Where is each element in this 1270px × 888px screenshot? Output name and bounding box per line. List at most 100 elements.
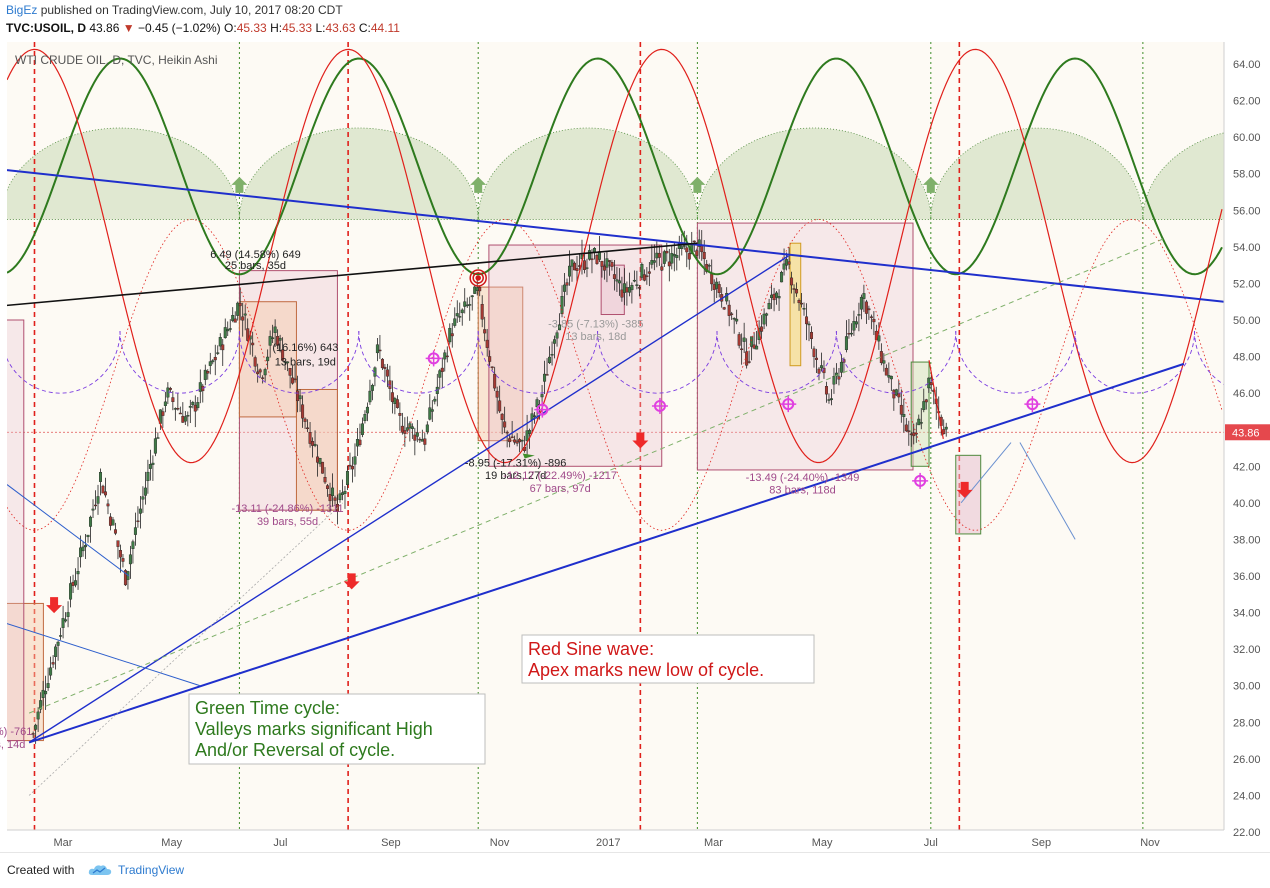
measure-box: [789, 242, 802, 367]
candle-up: [615, 279, 619, 282]
x-tick-label: Sep: [1032, 837, 1052, 849]
candle-down: [480, 303, 484, 320]
candle-up: [894, 389, 898, 396]
candle-down: [418, 438, 422, 441]
symbol-name: TVC:USOIL, D: [6, 21, 86, 35]
candle-down: [702, 251, 706, 260]
ohlc-h-key: H:: [270, 21, 283, 35]
candle-down: [488, 356, 492, 362]
candle-down: [510, 436, 514, 439]
y-tick-label: 32.00: [1233, 644, 1261, 656]
candle-up: [470, 295, 474, 298]
grey-dotted-line: [28, 502, 344, 796]
ohlc-l-val: 43.63: [325, 21, 356, 35]
candle-down: [837, 376, 841, 380]
candle-up: [560, 296, 564, 315]
candle-up: [163, 401, 167, 406]
candle-down: [792, 288, 796, 290]
note-text: Red Sine wave:: [528, 639, 654, 659]
candle-up: [343, 490, 347, 494]
candle-down: [221, 344, 225, 351]
chart-title: WTI CRUDE OIL, D, TVC, Heikin Ashi: [15, 53, 217, 67]
author-link[interactable]: BigEz: [6, 3, 38, 17]
y-tick-label: 56.00: [1233, 205, 1261, 217]
candle-down: [251, 342, 255, 346]
candle-down: [316, 456, 320, 463]
price-chart[interactable]: WTI CRUDE OIL, D, TVC, Heikin Ashi 6.49 …: [0, 42, 1270, 852]
candle-up: [475, 287, 479, 291]
candle-up: [223, 327, 227, 339]
x-tick-label: 2017: [596, 837, 620, 849]
candle-up: [375, 344, 379, 354]
candle-up: [148, 464, 152, 469]
candle-up: [917, 418, 921, 426]
candle-down: [483, 329, 487, 334]
candle-up: [882, 360, 886, 364]
candle-up: [353, 456, 357, 465]
tradingview-link[interactable]: TradingView: [118, 863, 185, 877]
candle-down: [884, 367, 888, 376]
red-sine-note[interactable]: [521, 634, 815, 684]
candle-down: [772, 293, 776, 301]
candle-up: [453, 318, 457, 326]
candle-down: [667, 261, 671, 267]
candle-up: [849, 332, 853, 335]
candle-down: [812, 348, 816, 357]
candle-down: [607, 260, 611, 262]
candle-down: [817, 368, 821, 374]
candle-up: [635, 284, 639, 286]
purple-cycle-arc: [358, 330, 479, 394]
green-up-arrow-icon: [470, 176, 487, 193]
candle-down: [233, 318, 237, 323]
green-cycle-note[interactable]: [188, 693, 486, 765]
candle-up: [782, 263, 786, 270]
candle-up: [89, 516, 93, 527]
candle-up: [755, 345, 759, 350]
candle-up: [465, 304, 469, 307]
candle-up: [433, 398, 437, 402]
candle-down: [301, 404, 305, 419]
candle-up: [605, 258, 609, 268]
y-tick-label: 28.00: [1233, 717, 1261, 729]
candle-up: [528, 430, 532, 434]
candle-up: [156, 437, 160, 439]
candle-down: [258, 369, 262, 373]
price-axis[interactable]: 22.00 24.00 26.00 28.00 30.00 32.00 34.00 36.00…: [1225, 59, 1270, 839]
measure-box: [696, 222, 914, 471]
time-axis[interactable]: Mar May Jul Sep Nov 2017 Mar May Jul Sep Nov: [54, 837, 1161, 849]
candle-up: [243, 313, 247, 316]
candle-down: [575, 268, 579, 271]
candle-down: [600, 260, 604, 267]
green-cycle-dome: [930, 128, 1144, 220]
candle-down: [899, 404, 903, 415]
candle-down: [51, 662, 55, 665]
x-tick-label: Nov: [490, 837, 510, 849]
y-tick-label: 42.00: [1233, 461, 1261, 473]
candle-up: [66, 612, 70, 617]
candle-up: [533, 415, 537, 417]
candle-down: [206, 370, 210, 374]
candle-down: [847, 333, 851, 335]
x-tick-label: Jul: [273, 837, 287, 849]
candle-down: [296, 390, 300, 402]
candle-up: [203, 369, 207, 380]
candle-up: [420, 439, 424, 442]
candle-up: [81, 546, 85, 552]
candle-down: [94, 504, 98, 507]
x-tick-label: Nov: [1140, 837, 1160, 849]
green-cycle-dome: [477, 127, 698, 220]
ohlc-o-val: 45.33: [236, 21, 267, 35]
projection-arrow: [1019, 442, 1076, 540]
ohlc-c-val: 44.11: [370, 21, 400, 35]
candle-up: [36, 711, 40, 720]
candle-down: [872, 318, 876, 323]
measure-label: 13 bars, 19d: [275, 357, 336, 369]
candle-up: [218, 337, 222, 347]
candle-down: [637, 287, 641, 289]
candle-up: [670, 253, 674, 264]
x-tick-label: May: [161, 837, 182, 849]
candle-down: [595, 255, 599, 264]
candle-down: [610, 262, 614, 267]
purple-cycle-arc: [7, 330, 121, 394]
green-cycle-dome: [1142, 132, 1224, 220]
